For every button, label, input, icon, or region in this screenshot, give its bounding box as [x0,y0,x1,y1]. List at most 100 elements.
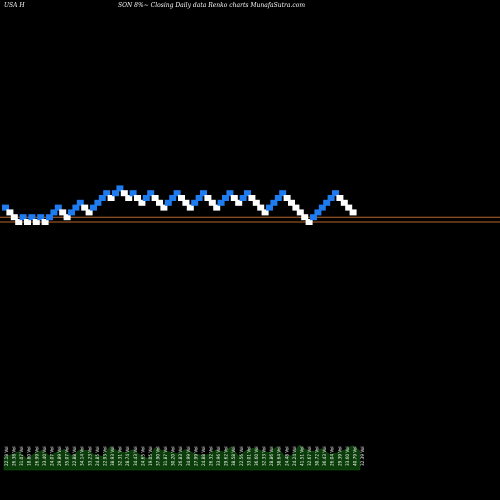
renko-brick [279,190,287,197]
volume-label: 22.18 Vol [4,446,9,466]
renko-brick [301,214,309,221]
renko-brick [54,204,62,211]
renko-brick [314,209,322,216]
volume-label: 26.38 Vol [12,446,17,466]
volume-label: 32.39 Vol [360,446,365,466]
renko-brick [116,185,124,192]
volume-label: 18.80 Vol [27,446,32,466]
renko-brick [182,199,190,206]
renko-brick [208,199,216,206]
renko-brick [283,195,291,201]
renko-brick [15,219,23,225]
volume-label: 24.88 Vol [201,446,206,466]
renko-brick [37,214,45,221]
renko-brick [138,199,146,206]
volume-label: 38.58 Vol [231,446,236,466]
renko-brick [24,219,31,225]
volume-label: 36.43 Vol [322,446,327,466]
volume-label: 33.23 Vol [87,446,92,466]
renko-brick [19,214,27,221]
volume-label: 28.74 Vol [125,446,130,466]
volume-label: 30.20 Vol [171,446,176,466]
renko-brick [204,195,212,201]
renko-brick [327,195,335,201]
volume-area [3,444,361,471]
renko-brick [46,214,53,221]
renko-brick [160,204,168,211]
renko-brick [63,214,71,221]
renko-brick [164,199,172,206]
volume-label: 24.65 Vol [140,446,145,466]
renko-brick [239,195,247,201]
renko-brick [147,190,155,197]
volume-label: 22.88 Vol [72,446,77,466]
volume-label: 41.51 Vol [299,446,304,466]
volume-label: 32.33 Vol [262,446,267,466]
volume-label: 33.40 Vol [42,446,47,466]
volume-label: 33.60 Vol [345,446,350,466]
volume-label: 35.07 Vol [65,446,70,466]
renko-brick [2,204,9,211]
renko-brick [266,204,273,211]
renko-brick [103,190,111,197]
volume-label: 37.90 Vol [156,446,161,466]
volume-label: 19.05 Vol [148,446,153,466]
volume-label: 24.07 Vol [49,446,54,466]
renko-brick [120,190,128,197]
volume-label: 30.72 Vol [315,446,320,466]
volume-label: 24.24 Vol [292,446,297,466]
volume-label: 29.62 Vol [224,446,229,466]
volume-label: 29.39 Vol [337,446,342,466]
volume-label: 26.04 Vol [330,446,335,466]
renko-brick [72,204,80,211]
renko-brick [318,204,326,211]
renko-brick [76,199,84,206]
renko-brick [305,219,313,225]
renko-brick [230,195,238,201]
renko-brick [349,209,357,216]
volume-label: 22.93 Vol [103,446,108,466]
volume-label: 34.43 Vol [133,446,138,466]
volume-label: 28.86 Vol [269,446,274,466]
renko-brick [288,199,295,206]
renko-brick [112,190,119,197]
volume-label: 34.14 Vol [80,446,85,466]
renko-brick [178,195,185,201]
renko-brick [125,195,133,201]
volume-label: 32.67 Vol [307,446,312,466]
renko-brick [173,190,181,197]
volume-label: 38.93 Vol [110,446,115,466]
renko-brick [248,195,256,201]
renko-brick [186,204,194,211]
volume-label: 26.99 Vol [34,446,39,466]
renko-brick [85,209,93,216]
renko-brick [261,209,269,216]
volume-label: 31.87 Vol [163,446,168,466]
renko-brick [270,199,278,206]
renko-brick [310,214,317,221]
chart-title: SON 8%~ Closing Daily data Renko charts … [118,2,306,9]
renko-brick [129,190,137,197]
renko-brick [169,195,177,201]
volume-label: 34.99 Vol [186,446,191,466]
renko-brick [235,199,243,206]
renko-brick [200,190,207,197]
volume-label: 24.85 Vol [95,446,100,466]
renko-brick [191,199,199,206]
renko-brick [90,204,97,211]
renko-brick [10,214,18,221]
renko-brick [292,204,300,211]
volume-label: 33.01 Vol [246,446,251,466]
renko-brick [50,209,58,216]
renko-brick [195,195,203,201]
renko-brick [296,209,304,216]
volume-label: 24.48 Vol [284,446,289,466]
volume-label: 27.99 Vol [193,446,198,466]
renko-brick [340,199,348,206]
renko-brick [107,195,115,201]
renko-brick [345,204,353,211]
volume-label: 33.96 Vol [216,446,221,466]
renko-brick [257,204,265,211]
renko-brick [6,209,14,216]
